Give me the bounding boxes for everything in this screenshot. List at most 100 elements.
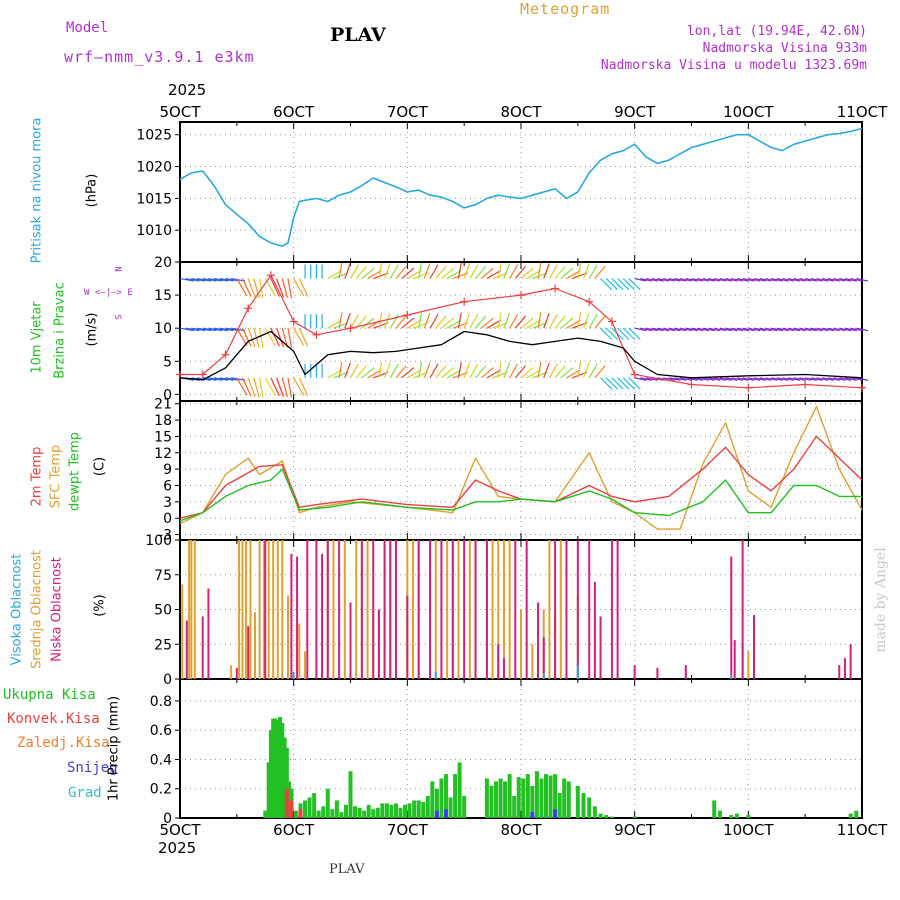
wind-arrow — [457, 312, 462, 329]
wind-arrow — [640, 277, 653, 282]
convective-precip-bar — [298, 809, 303, 818]
wind-arrow — [293, 327, 305, 346]
total-precip-bar — [407, 803, 412, 818]
wind-arrow — [770, 277, 783, 282]
wind-arrow — [179, 327, 194, 332]
wind-arrow — [748, 277, 761, 282]
total-precip-bar — [430, 781, 435, 818]
total-precip-bar — [525, 774, 530, 818]
wind-arrow — [463, 263, 471, 279]
total-precip-bar — [493, 781, 498, 818]
wind-arrow — [384, 312, 391, 329]
wind-arrow — [446, 270, 462, 280]
total-precip-bar — [443, 774, 448, 818]
wind-arrow — [475, 315, 487, 329]
legend-convective: Konvek.Kisa — [7, 711, 100, 727]
total-precip-bar — [348, 771, 353, 818]
wind-arrow — [446, 319, 462, 329]
wind-arrow — [753, 327, 766, 332]
wind-arrow — [560, 367, 574, 379]
wind-arrow — [395, 365, 407, 379]
wind-arrow — [560, 317, 574, 329]
wind-arrow — [327, 369, 342, 379]
wind-arrow — [645, 377, 658, 381]
wind-arrow — [191, 277, 206, 282]
elevation: Nadmorska Visina 933m — [702, 41, 867, 56]
total-precip-bar — [384, 803, 389, 818]
wind-arrow — [634, 277, 647, 282]
gust-marker — [312, 330, 321, 339]
x-tick-label-bottom: 9OCT — [614, 821, 656, 839]
wind-arrow — [714, 377, 727, 381]
wind-arrow — [765, 277, 778, 282]
y-tick-label: 0 — [163, 811, 172, 827]
gust-marker — [266, 271, 275, 280]
wind-arrow — [731, 277, 744, 282]
wind-arrow — [247, 327, 256, 348]
gust-marker — [176, 370, 184, 379]
total-precip-bar — [362, 810, 367, 818]
wind-arrow — [674, 327, 687, 332]
wind-arrow — [543, 312, 550, 329]
wind-arrow — [429, 363, 439, 379]
wind-arrow — [213, 377, 228, 381]
total-precip-bar — [339, 812, 344, 818]
gust-marker — [744, 383, 753, 392]
y-tick-label: 0.4 — [150, 752, 172, 768]
wind-arrow — [208, 327, 223, 332]
total-precip-bar — [521, 778, 526, 818]
wind-arrow — [520, 267, 534, 280]
wind-arrow — [827, 377, 840, 381]
wind-arrow — [651, 327, 664, 332]
total-precip-bar — [512, 796, 517, 818]
x-tick-label-bottom: 11OCT — [837, 821, 888, 839]
y-tick-label: 0 — [163, 672, 172, 688]
total-precip-bar — [854, 810, 859, 818]
total-precip-bar — [280, 722, 285, 818]
wind-arrow — [361, 367, 375, 379]
wind-arrow — [605, 327, 618, 340]
wind-arrow — [241, 327, 252, 347]
y-tick-label: 75 — [154, 568, 172, 584]
wind-speed-line — [179, 330, 863, 381]
wind-arrow — [281, 328, 289, 348]
wind-arrow — [298, 278, 309, 297]
wind-arrow — [480, 317, 494, 329]
wind-arrow — [196, 277, 211, 282]
total-precip-bar — [425, 796, 430, 818]
total-precip-bar — [553, 774, 558, 818]
wind-arrow — [338, 262, 343, 279]
wind-arrow — [731, 377, 744, 381]
y-tick-label: 0.2 — [150, 782, 172, 798]
gust-marker — [244, 304, 253, 313]
model-name: wrf–nmm_v3.9.1 e3km — [64, 48, 255, 66]
wind-arrow — [708, 377, 721, 381]
wind-arrow — [719, 277, 732, 282]
wind-arrow — [856, 327, 869, 332]
wind-arrow — [731, 327, 744, 332]
wind-arrow — [628, 327, 641, 340]
gust-marker — [687, 380, 696, 389]
wind-arrow — [810, 377, 823, 381]
y-tick-label: 12 — [154, 446, 172, 462]
y-tick-label: 1020 — [136, 160, 172, 176]
wind-arrow — [514, 315, 527, 329]
wind-arrow — [349, 264, 360, 279]
wind-arrow — [276, 278, 285, 298]
wind-arrow — [850, 377, 863, 381]
x-tick-label-bottom: 10OCT — [723, 821, 774, 839]
wind-arrow — [435, 265, 447, 279]
wind-arrow — [344, 362, 351, 379]
total-precip-bar — [575, 785, 580, 818]
wind-arrow — [725, 277, 738, 282]
wind-arrow — [258, 377, 264, 398]
wind-arrow — [520, 317, 534, 329]
wind-arrow — [577, 262, 582, 279]
wind-arrow — [191, 327, 206, 332]
wind-arrow — [457, 262, 462, 279]
wind-arrow — [526, 270, 541, 280]
total-precip-bar — [712, 800, 717, 818]
wind-arrow — [787, 277, 800, 282]
wind-arrow — [742, 277, 755, 282]
total-precip-bar — [434, 788, 439, 818]
